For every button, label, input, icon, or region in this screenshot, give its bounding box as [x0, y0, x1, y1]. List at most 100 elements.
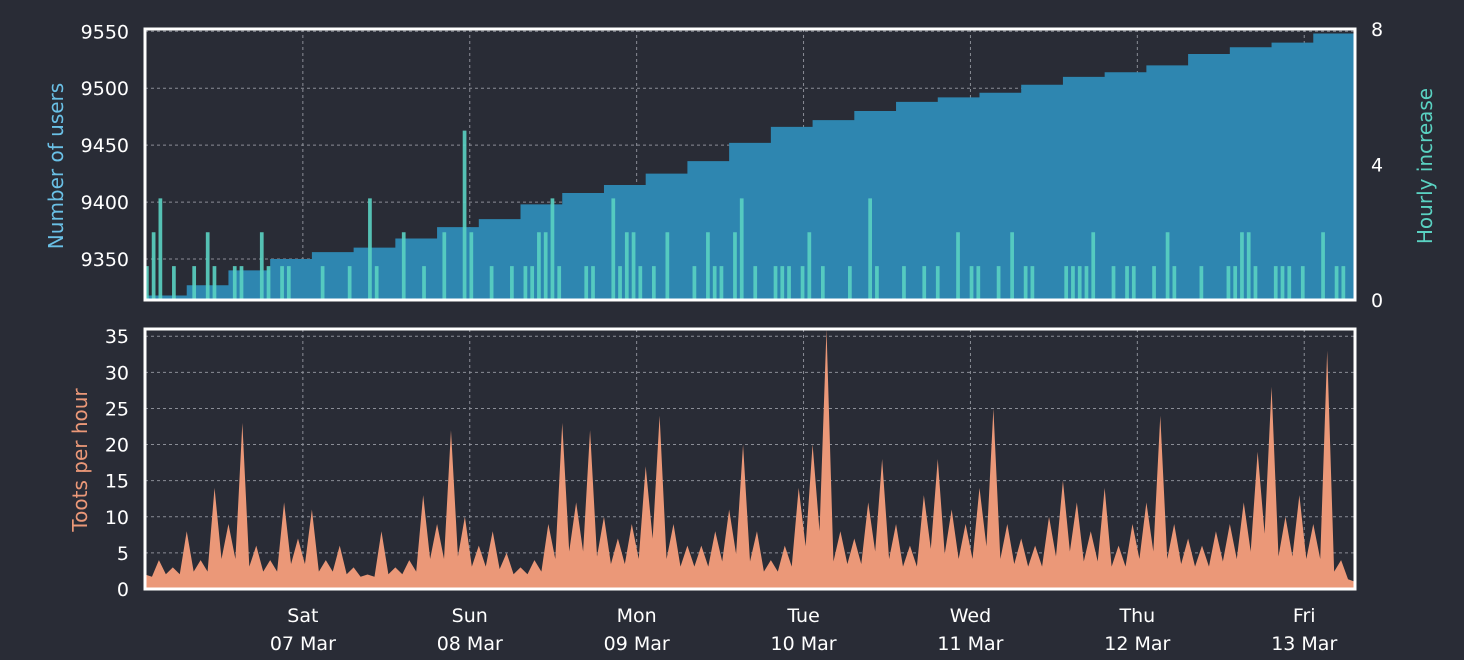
hourly-increase-bar	[401, 232, 406, 300]
x-tick-date: 13 Mar	[1271, 633, 1337, 655]
hourly-increase-bar	[753, 266, 758, 300]
hourly-increase-bar	[1280, 266, 1285, 300]
toots-tick-label: 25	[105, 398, 129, 420]
toots-chart-frame	[143, 327, 1357, 591]
hourly-increase-bar	[1131, 266, 1136, 300]
hourly-increase-bar	[875, 266, 879, 300]
toots-axis-label: Toots per hour	[68, 388, 92, 533]
hourly-increase-bar	[1165, 232, 1170, 300]
hourly-increase-bar	[1253, 266, 1258, 300]
hourly-increase-bar	[611, 198, 616, 300]
hourly-increase-bar	[969, 266, 974, 300]
x-tick-date: 08 Mar	[437, 633, 503, 655]
hourly-increase-bar	[510, 266, 514, 300]
toots-tick-label: 0	[117, 579, 129, 601]
hourly-increase-bar	[368, 198, 372, 300]
x-tick-day: Mon	[617, 605, 657, 627]
hourly-increase-bar	[624, 232, 629, 300]
hourly-increase-bar	[212, 266, 217, 300]
hourly-increase-bar	[692, 266, 697, 300]
hourly-increase-bar	[523, 266, 528, 300]
hourly-increase-bar	[1172, 266, 1177, 300]
hourly-increase-bar	[145, 266, 149, 300]
users-chart-frame	[143, 27, 1357, 302]
hourly-increase-bar	[489, 266, 494, 300]
hourly-increase-bar	[205, 232, 210, 300]
hourly-increase-bar	[996, 266, 1001, 300]
hourly-increase-bar	[956, 232, 960, 300]
toots-tick-label: 10	[105, 507, 129, 529]
x-tick-day: Sun	[452, 605, 488, 627]
hourly-increase-bar	[469, 232, 474, 300]
users-tick-label: 9350	[81, 249, 129, 271]
hourly-increase-bar	[192, 266, 197, 300]
hourly-increase-bar	[158, 198, 163, 300]
users-axis-label: Number of users	[44, 83, 68, 249]
hourly-increase-bar	[1091, 232, 1096, 300]
hourly-increase-bar	[631, 232, 636, 300]
hourly-increase-bar	[591, 266, 595, 300]
hourly-increase-bar	[935, 266, 940, 300]
hourly-increase-bar	[706, 232, 710, 300]
hourly-increase-bar	[618, 266, 622, 300]
hourly-increase-bar	[651, 266, 656, 300]
hourly-increase-bar	[1334, 266, 1339, 300]
hourly-increase-bar	[1341, 266, 1346, 300]
hourly-increase-bar	[374, 266, 379, 300]
hourly-increase-bar	[712, 266, 717, 300]
x-tick-day: Wed	[950, 605, 991, 627]
hourly-increase-bar	[868, 198, 873, 300]
hourly-increase-bar	[1030, 266, 1035, 300]
hourly-increase-bar	[773, 266, 778, 300]
hourly-increase-bar	[922, 266, 927, 300]
hourly-increase-bar	[266, 266, 271, 300]
toots-tick-label: 5	[117, 543, 129, 565]
hourly-increase-bar	[280, 266, 284, 300]
hourly-increase-bar	[1246, 232, 1251, 300]
x-tick-day: Thu	[1118, 605, 1155, 627]
hourly-increase-bar	[550, 198, 555, 300]
x-tick-date: 12 Mar	[1104, 633, 1170, 655]
x-tick-day: Sat	[287, 605, 318, 627]
hourly-increase-bar	[976, 266, 981, 300]
hourly-increase-bar	[1071, 266, 1075, 300]
hourly-increase-bar	[1321, 232, 1325, 300]
x-tick-date: 10 Mar	[771, 633, 837, 655]
toots-tick-label: 30	[105, 362, 129, 384]
x-tick-day: Fri	[1293, 605, 1316, 627]
hourly-increase-bar	[1199, 266, 1204, 300]
hourly-increase-bar	[584, 266, 589, 300]
hourly-increase-bar	[800, 266, 805, 300]
date-x-ticks: Sat 07 Mar Sun 08 Mar Mon 09 Mar Tue 10 Mar Wed 1…	[270, 605, 1338, 655]
users-tick-label: 9550	[81, 21, 129, 43]
hourly-increase-bar	[543, 232, 548, 300]
hourly-increase-bar	[442, 232, 447, 300]
hourly-increase-bar	[232, 266, 237, 300]
hourly-increase-bar	[820, 266, 825, 300]
users-y-ticks: 9350 9400 9450 9500 9550	[81, 21, 129, 271]
hourly-increase-bar	[239, 266, 244, 300]
hourly-increase-bar	[1287, 266, 1292, 300]
hourly-increase-bar	[665, 232, 670, 300]
hourly-increase-bar	[286, 266, 291, 300]
hourly-tick-label: 4	[1371, 155, 1383, 177]
hourly-increase-bar	[638, 266, 643, 300]
hourly-increase-bar	[733, 232, 737, 300]
toots-tick-label: 20	[105, 435, 129, 457]
hourly-increase-bar	[1226, 266, 1231, 300]
hourly-increase-bar	[719, 266, 724, 300]
hourly-increase-bar	[739, 198, 744, 300]
hourly-increase-bar	[1300, 266, 1305, 300]
hourly-increase-bar	[557, 266, 562, 300]
hourly-tick-label: 8	[1371, 19, 1383, 41]
hourly-increase-bar	[1111, 266, 1116, 300]
hourly-increase-bar	[151, 232, 156, 300]
hourly-increase-bar	[530, 266, 535, 300]
hourly-increase-bar	[1273, 266, 1278, 300]
hourly-axis-label: Hourly increase	[1413, 88, 1437, 244]
hourly-increase-bar	[422, 266, 426, 300]
hourly-increase-bar	[848, 266, 852, 300]
hourly-increase-bar	[1084, 266, 1089, 300]
x-tick-date: 09 Mar	[604, 633, 670, 655]
